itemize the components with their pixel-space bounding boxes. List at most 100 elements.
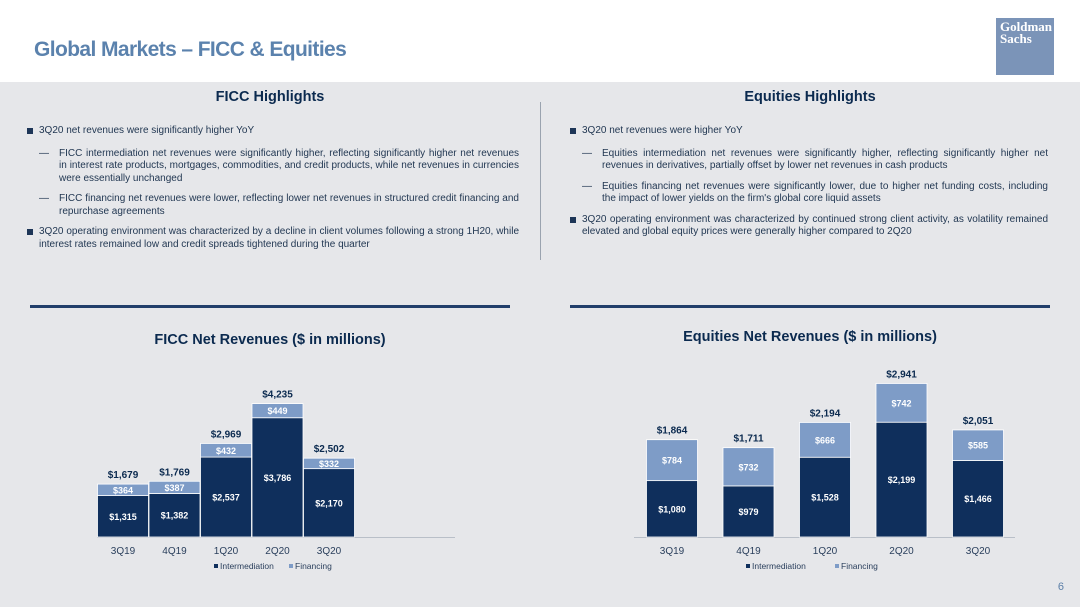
category-label: 3Q20 (966, 546, 991, 557)
bar-intermediation (148, 493, 201, 538)
data-label-intermediation: $1,080 (658, 504, 686, 514)
total-label: $2,941 (886, 369, 917, 380)
goldman-sachs-logo: Goldman Sachs (996, 18, 1054, 75)
data-label-financing: $432 (216, 446, 236, 456)
bullet-item: 3Q20 operating environment was character… (570, 214, 1048, 239)
total-label: $1,711 (733, 434, 763, 445)
data-label-intermediation: $1,528 (811, 493, 839, 503)
bar-intermediation (799, 456, 851, 538)
data-label-intermediation: $1,382 (161, 511, 189, 521)
category-label: 3Q19 (111, 546, 136, 557)
sub-bullet-text: FICC financing net revenues were lower, … (59, 193, 519, 217)
equities-bullet-list: 3Q20 net revenues were higher YoY — Equiti… (570, 125, 1048, 249)
dash-icon: — (39, 147, 49, 159)
data-label-intermediation: $3,786 (264, 473, 292, 483)
ficc-highlights-heading: FICC Highlights (215, 89, 325, 105)
bullet-text: 3Q20 net revenues were higher YoY (582, 125, 743, 136)
total-label: $2,502 (314, 444, 345, 455)
equities-rule (570, 305, 1050, 308)
bullet-text: 3Q20 net revenues were significantly hig… (39, 125, 255, 136)
bar-financing (875, 383, 928, 423)
category-label: 3Q19 (660, 546, 685, 557)
bullet-square-icon (570, 128, 576, 134)
data-label-intermediation: $2,170 (315, 498, 343, 508)
equities-highlights-heading: Equities Highlights (744, 89, 876, 105)
data-label-financing: $332 (319, 459, 339, 469)
category-label: 4Q19 (736, 546, 761, 557)
category-label: 2Q20 (265, 546, 290, 557)
bar-financing (97, 483, 149, 496)
bullet-text: 3Q20 operating environment was character… (582, 213, 1048, 238)
bullet-item: 3Q20 operating environment was character… (27, 226, 519, 251)
legend-intermediation-swatch (214, 564, 218, 568)
total-label: $4,235 (262, 390, 293, 401)
category-label: 1Q20 (813, 546, 838, 557)
equities-chart-title: Equities Net Revenues ($ in millions) (683, 329, 937, 345)
total-label: $2,194 (810, 408, 841, 419)
bar-financing (799, 422, 851, 458)
bar-financing (952, 429, 1004, 461)
bullet-item: 3Q20 net revenues were significantly hig… (27, 125, 519, 138)
sub-bullet-text: Equities intermediation net revenues wer… (602, 147, 1048, 172)
data-label-intermediation: $979 (738, 507, 758, 517)
bullet-square-icon (27, 229, 33, 235)
bar-intermediation (251, 417, 304, 538)
total-label: $1,769 (159, 467, 190, 478)
legend-intermediation-label: Intermediation (752, 561, 806, 571)
legend-financing-swatch (289, 564, 293, 568)
category-label: 4Q19 (162, 546, 187, 557)
bar-intermediation (646, 480, 698, 538)
ficc-rule (30, 305, 510, 308)
sub-bullet-text: FICC intermediation net revenues were si… (59, 147, 519, 184)
data-label-financing: $666 (815, 435, 835, 445)
data-label-intermediation: $2,537 (212, 493, 240, 503)
sub-bullet-item: — FICC intermediation net revenues were s… (27, 148, 519, 186)
data-label-financing: $449 (267, 406, 287, 416)
data-label-financing: $784 (662, 456, 682, 466)
bar-financing (148, 480, 201, 494)
sub-bullet-item: — FICC financing net revenues were lower,… (27, 193, 519, 218)
total-label: $2,051 (963, 416, 994, 427)
bullet-square-icon (27, 128, 33, 134)
data-label-financing: $585 (968, 441, 988, 451)
ficc-bullet-list: 3Q20 net revenues were significantly hig… (27, 125, 519, 261)
data-label-intermediation: $1,466 (964, 494, 992, 504)
equities-chart: $1,080 $784 $1,864 3Q19 $979 $732 $1,711 4Q19 $1… (634, 369, 1015, 571)
page-number: 6 (1057, 581, 1064, 593)
bullet-text: 3Q20 operating environment was character… (39, 226, 519, 250)
bar-intermediation (303, 468, 355, 538)
ficc-chart: $1,315 $364 $1,679 3Q19 $1,382 $387 $1,769 4Q19… (97, 390, 455, 571)
bar-intermediation (875, 421, 928, 538)
bar-financing (722, 447, 775, 487)
data-label-financing: $364 (113, 485, 133, 495)
bullet-item: 3Q20 net revenues were higher YoY (570, 125, 1048, 138)
sub-bullet-text: Equities financing net revenues were sig… (602, 180, 1048, 205)
legend-financing-label: Financing (841, 561, 878, 571)
bar-financing (251, 403, 304, 419)
bar-intermediation (952, 460, 1004, 538)
logo-line-2: Sachs (1000, 31, 1032, 46)
category-label: 3Q20 (317, 546, 342, 557)
sub-bullet-item: — Equities intermediation net revenues we… (570, 148, 1048, 173)
data-label-financing: $732 (738, 462, 758, 472)
bar-intermediation (97, 495, 149, 538)
data-label-intermediation: $2,199 (888, 475, 916, 485)
data-label-financing: $387 (164, 483, 184, 493)
total-label: $1,679 (108, 470, 139, 481)
sub-bullet-item: — Equities financing net revenues were si… (570, 181, 1048, 206)
bar-financing (200, 443, 252, 458)
total-label: $1,864 (657, 426, 688, 437)
header: Global Markets – FICC & Equities Goldman… (0, 0, 1080, 82)
column-divider (540, 102, 541, 260)
data-label-intermediation: $1,315 (109, 512, 137, 522)
ficc-chart-title: FICC Net Revenues ($ in millions) (154, 332, 386, 348)
category-label: 2Q20 (889, 546, 914, 557)
page-title: Global Markets – FICC & Equities (34, 38, 347, 61)
legend-intermediation-swatch (746, 564, 750, 568)
legend-intermediation-label: Intermediation (220, 561, 274, 571)
dash-icon: — (582, 147, 592, 159)
logo-line-1: Goldman (1000, 19, 1053, 34)
bar-financing (646, 439, 698, 482)
dash-icon: — (39, 193, 49, 204)
bar-intermediation (722, 485, 775, 538)
